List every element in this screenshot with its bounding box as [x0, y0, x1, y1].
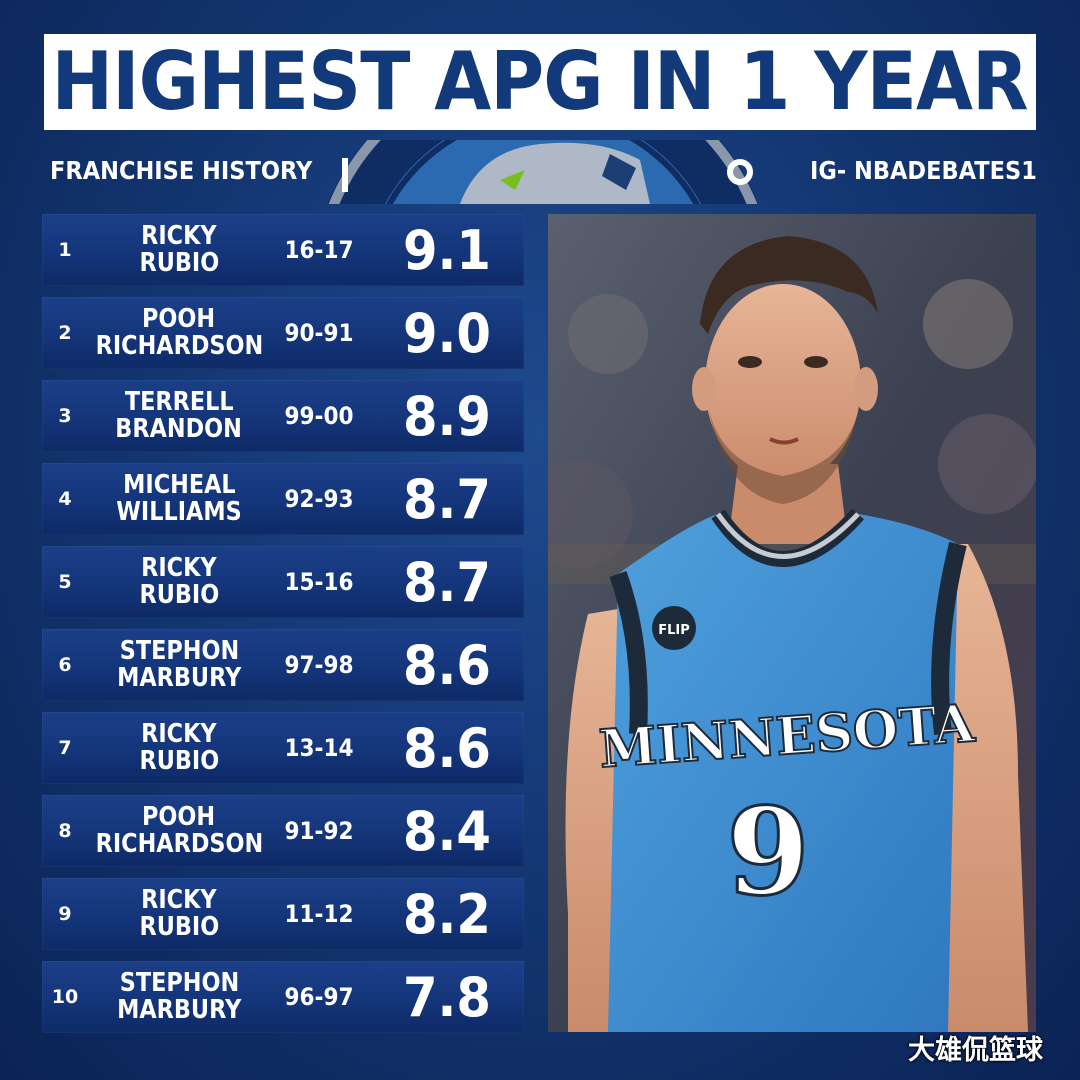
player-name: MICHEAL WILLIAMS: [98, 463, 260, 535]
season: 91-92: [284, 817, 354, 845]
season: 90-91: [284, 319, 354, 347]
player-last-name: RUBIO: [139, 248, 219, 278]
player-first-name: RICKY: [141, 553, 217, 583]
leaderboard-row: 4 MICHEAL WILLIAMS 92-93 8.7: [42, 463, 524, 535]
apg-value: 7.8: [402, 965, 492, 1029]
apg-leaderboard: 1 RICKY RUBIO 16-17 9.1 2 POOH RICHARDSO…: [42, 214, 524, 1044]
player-name: RICKY RUBIO: [98, 878, 260, 950]
apg-value: 8.7: [402, 550, 492, 614]
rank-number: 8: [58, 820, 72, 842]
leaderboard-row: 5 RICKY RUBIO 15-16 8.7: [42, 546, 524, 618]
jersey-wordmark: MINNESOTA: [597, 693, 977, 780]
player-first-name: MICHEAL: [122, 470, 236, 500]
player-last-name: RUBIO: [139, 912, 219, 942]
player-first-name: STEPHON: [119, 636, 239, 666]
player-last-name: RUBIO: [139, 580, 219, 610]
season: 99-00: [284, 402, 354, 430]
player-last-name: RICHARDSON: [95, 331, 263, 361]
player-first-name: RICKY: [141, 221, 217, 251]
player-photo: FLIP MINNESOTA 9: [548, 214, 1036, 1032]
watermark: 大雄侃篮球: [908, 1035, 1043, 1066]
apg-value: 9.0: [402, 301, 492, 365]
rank-number: 3: [58, 405, 72, 427]
player-first-name: TERRELL: [124, 387, 234, 417]
player-first-name: POOH: [142, 304, 216, 334]
leaderboard-row: 9 RICKY RUBIO 11-12 8.2: [42, 878, 524, 950]
rank-number: 2: [58, 322, 72, 344]
rank-number: 7: [58, 737, 72, 759]
player-name: RICKY RUBIO: [98, 214, 260, 286]
player-last-name: BRANDON: [115, 414, 243, 444]
rank-number: 5: [58, 571, 72, 593]
apg-value: 9.1: [402, 218, 492, 282]
subtitle-franchise-history: FRANCHISE HISTORY: [50, 156, 313, 185]
leaderboard-row: 6 STEPHON MARBURY 97-98 8.6: [42, 629, 524, 701]
leaderboard-row: 7 RICKY RUBIO 13-14 8.6: [42, 712, 524, 784]
player-first-name: RICKY: [141, 885, 217, 915]
rank-number: 9: [58, 903, 72, 925]
player-last-name: MARBURY: [116, 995, 242, 1025]
player-name: RICKY RUBIO: [98, 712, 260, 784]
rank-number: 1: [58, 239, 72, 261]
player-name: POOH RICHARDSON: [95, 795, 263, 867]
player-first-name: RICKY: [141, 719, 217, 749]
player-name: TERRELL BRANDON: [98, 380, 260, 452]
instagram-handle: IG- NBADEBATES1: [810, 156, 1037, 185]
title-banner: HIGHEST APG IN 1 YEAR: [44, 34, 1036, 130]
player-first-name: STEPHON: [119, 968, 239, 998]
apg-value: 8.6: [402, 633, 492, 697]
season: 11-12: [284, 900, 354, 928]
apg-value: 8.2: [402, 882, 492, 946]
leaderboard-row: 2 POOH RICHARDSON 90-91 9.0: [42, 297, 524, 369]
rank-number: 6: [58, 654, 72, 676]
season: 97-98: [284, 651, 354, 679]
player-last-name: MARBURY: [116, 663, 242, 693]
team-logo: [310, 140, 776, 204]
apg-value: 8.6: [402, 716, 492, 780]
apg-value: 8.7: [402, 467, 492, 531]
page-title: HIGHEST APG IN 1 YEAR: [51, 35, 1029, 128]
apg-value: 8.4: [402, 799, 492, 863]
leaderboard-row: 8 POOH RICHARDSON 91-92 8.4: [42, 795, 524, 867]
player-last-name: RUBIO: [139, 746, 219, 776]
player-name: STEPHON MARBURY: [98, 629, 260, 701]
season: 15-16: [284, 568, 354, 596]
apg-value: 8.9: [402, 384, 492, 448]
player-last-name: WILLIAMS: [116, 497, 242, 527]
leaderboard-row: 3 TERRELL BRANDON 99-00 8.9: [42, 380, 524, 452]
jersey-number: 9: [726, 782, 810, 923]
player-last-name: RICHARDSON: [95, 829, 263, 859]
season: 16-17: [284, 236, 354, 264]
leaderboard-row: 10 STEPHON MARBURY 96-97 7.8: [42, 961, 524, 1033]
rank-number: 10: [51, 986, 79, 1008]
season: 92-93: [284, 485, 354, 513]
season: 96-97: [284, 983, 354, 1011]
player-first-name: POOH: [142, 802, 216, 832]
season: 13-14: [284, 734, 354, 762]
player-name: POOH RICHARDSON: [95, 297, 263, 369]
jersey-patch: FLIP: [658, 623, 690, 638]
player-name: RICKY RUBIO: [98, 546, 260, 618]
rank-number: 4: [58, 488, 72, 510]
leaderboard-row: 1 RICKY RUBIO 16-17 9.1: [42, 214, 524, 286]
player-name: STEPHON MARBURY: [98, 961, 260, 1033]
